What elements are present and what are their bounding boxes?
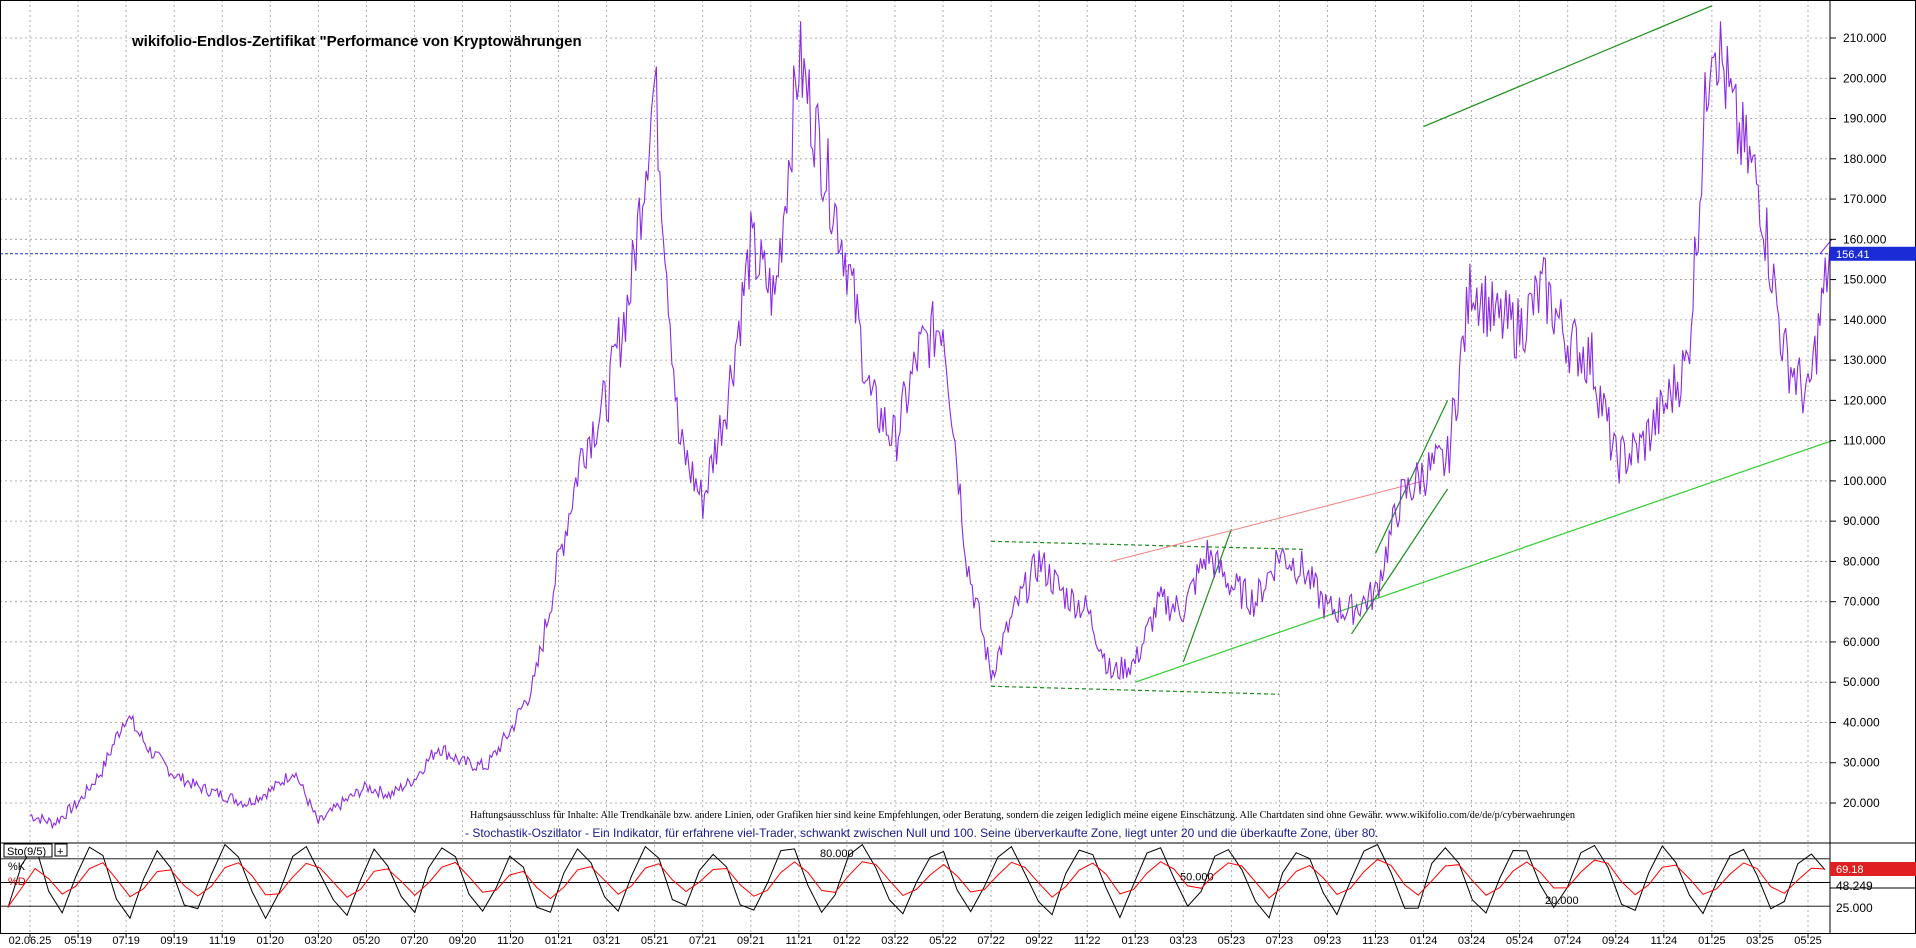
x-tick-label: 01.22	[833, 935, 861, 947]
y-tick-label: 160.000	[1843, 232, 1887, 246]
y-tick-label: 40.000	[1843, 715, 1880, 729]
x-tick-label: 01.20	[257, 935, 285, 947]
x-tick-label: 11.22	[1074, 935, 1101, 947]
x-tick-label: 03.21	[593, 935, 621, 947]
y-tick-label: 90.000	[1843, 514, 1880, 528]
stochastic-level-label: 20.000	[1545, 895, 1579, 907]
d-label: %D	[8, 876, 26, 888]
trend-lines	[991, 5, 1833, 695]
x-tick-label: 07.23	[1266, 935, 1294, 947]
stochastic-label: Sto(9/5)	[7, 846, 46, 858]
x-tick-label: 09.24	[1602, 935, 1630, 947]
x-tick-label: 03.23	[1170, 935, 1198, 947]
x-tick-label: 03.24	[1458, 935, 1486, 947]
y-tick-label: 190.000	[1843, 112, 1887, 126]
k-value-label: 69.18	[1836, 864, 1864, 876]
x-tick-label: 05.24	[1506, 935, 1534, 947]
x-tick-label: 07.20	[401, 935, 429, 947]
x-tick-label: 01.25	[1698, 935, 1726, 947]
stochastic-d-line	[7, 858, 1826, 908]
plus-icon: +	[57, 846, 63, 858]
x-tick-label: 11.24	[1650, 935, 1677, 947]
y-tick-label: 180.000	[1843, 152, 1887, 166]
y-tick-label: 210.000	[1843, 31, 1887, 45]
price-series	[0, 21, 1833, 830]
x-tick-label: 11.21	[786, 935, 813, 947]
stochastic-k-line	[7, 843, 1826, 920]
current-value-label: 156.41	[1836, 249, 1870, 261]
x-tick-label: 11.19	[209, 935, 236, 947]
x-tick-label: 05.20	[353, 935, 381, 947]
x-tick-label: 01.23	[1121, 935, 1149, 947]
x-tick-label: 09.22	[1025, 935, 1053, 947]
x-tick-label: 07.21	[689, 935, 717, 947]
x-tick-label: 05.23	[1218, 935, 1246, 947]
x-tick-label: 03.22	[881, 935, 909, 947]
y-tick-label: 70.000	[1843, 595, 1880, 609]
x-tick-label: 05.22	[929, 935, 957, 947]
trendline-green	[1350, 488, 1449, 635]
trendline-green	[991, 685, 1280, 695]
x-tick-label: 01.21	[545, 935, 573, 947]
trendline-green	[1135, 440, 1833, 683]
y-tick-label: 150.000	[1843, 273, 1887, 287]
x-tick-label: 09.23	[1314, 935, 1342, 947]
x-tick-label: 01.24	[1410, 935, 1438, 947]
k-value-badge	[1830, 862, 1916, 876]
y-tick-label: 140.000	[1843, 313, 1887, 327]
x-tick-label: 07.19	[112, 935, 140, 947]
x-tick-label: 05.21	[641, 935, 669, 947]
grid-lines	[0, 0, 1830, 934]
x-tick-label: 09.21	[737, 935, 765, 947]
y-tick-label: 200.000	[1843, 71, 1887, 85]
x-tick-label: 03.25	[1746, 935, 1774, 947]
x-tick-label: 11.23	[1362, 935, 1389, 947]
x-tick-label: 07.24	[1554, 935, 1582, 947]
y-tick-label: 30.000	[1843, 756, 1880, 770]
x-tick-label: 09.20	[449, 935, 477, 947]
d-value-label: 48.249	[1836, 879, 1873, 893]
stochastic-level-label: 80.000	[820, 848, 854, 860]
x-tick-label: 05.19	[64, 935, 92, 947]
y-tick-label: 170.000	[1843, 192, 1887, 206]
x-axis: 02.06.25 05.19 07.19 09.19 11.19 01.20 03.20 05…	[9, 934, 1822, 947]
trendline-green	[1374, 400, 1449, 554]
x-tick-label: 03.20	[305, 935, 333, 947]
k-label: %K	[8, 861, 26, 873]
disclaimer-text: Haftungsausschluss für Inhalte: Alle Tre…	[470, 810, 1575, 821]
current-value-badge: 156.41	[1830, 246, 1916, 261]
x-tick-label: 02.06.25	[9, 935, 52, 947]
y-tick-label: 130.000	[1843, 353, 1887, 367]
level-25-label: 25.000	[1836, 901, 1873, 915]
x-tick-label: 05.25	[1794, 935, 1822, 947]
chart-title: wikifolio-Endlos-Zertifikat "Performance…	[131, 33, 582, 50]
y-tick-label: 120.000	[1843, 393, 1887, 407]
x-tick-label: 11.20	[497, 935, 524, 947]
trendline-green	[1182, 529, 1232, 663]
add-indicator-button[interactable]	[54, 843, 68, 857]
trendline-red	[1111, 480, 1424, 562]
y-tick-label: 100.000	[1843, 474, 1887, 488]
indicator-description: - Stochastik-Oszillator - Ein Indikator,…	[465, 826, 1378, 840]
x-tick-label: 09.19	[160, 935, 188, 947]
y-tick-label: 110.000	[1843, 434, 1886, 448]
y-tick-label: 50.000	[1843, 675, 1880, 689]
stochastic-header: Sto(9/5) + %K %D	[3, 843, 68, 888]
trendline-green	[991, 540, 1304, 550]
trendline-green	[1423, 5, 1713, 128]
y-tick-label: 20.000	[1843, 796, 1880, 810]
y-tick-label: 60.000	[1843, 635, 1880, 649]
x-tick-label: 07.22	[977, 935, 1005, 947]
y-tick-label: 80.000	[1843, 554, 1880, 568]
price-line	[29, 21, 1833, 830]
